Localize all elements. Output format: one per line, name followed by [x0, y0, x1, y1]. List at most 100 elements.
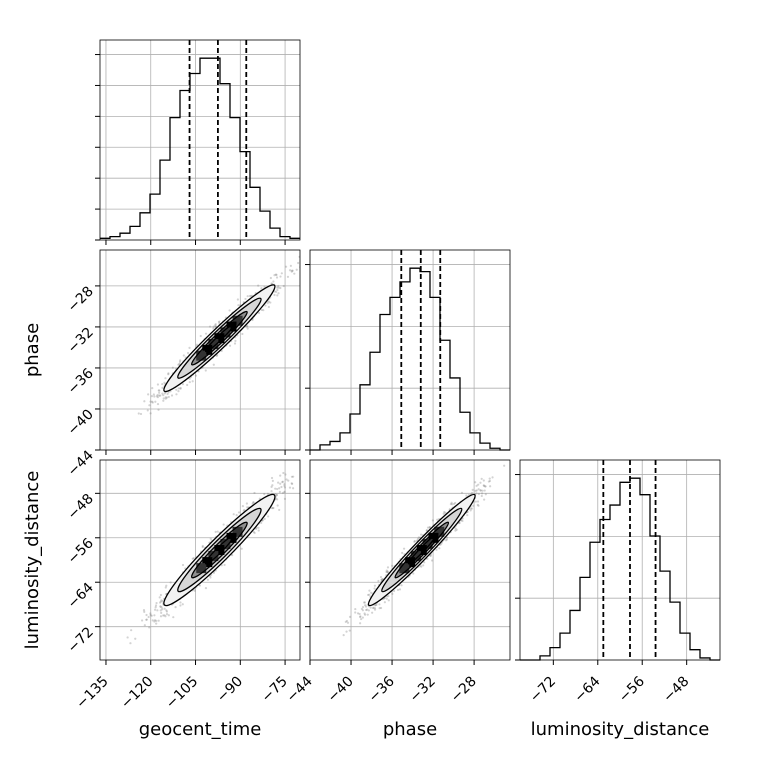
y-tick-label: −32 [65, 324, 97, 356]
scatter-point [143, 624, 146, 627]
scatter-point [402, 547, 406, 550]
scatter-point [476, 503, 479, 506]
scatter-point [151, 401, 154, 404]
density-core-cell [226, 532, 237, 543]
scatter-point [483, 498, 486, 501]
scatter-point [169, 581, 172, 584]
density-core-cell [196, 563, 207, 574]
scatter-point [423, 561, 426, 564]
scatter-point [267, 305, 270, 309]
scatter-point [278, 490, 281, 494]
scatter-point [260, 308, 263, 312]
scatter-point [273, 274, 276, 277]
scatter-point [354, 611, 357, 614]
scatter-point [365, 608, 368, 612]
scatter-point [199, 334, 202, 338]
contour-line [394, 521, 450, 579]
scatter-point [147, 393, 150, 396]
panel-frame [309, 249, 511, 451]
scatter-point [181, 603, 184, 606]
density-core-cell [208, 339, 219, 350]
scatter-point [191, 380, 194, 383]
scatter-point [425, 529, 428, 532]
scatter-point [479, 489, 482, 492]
scatter-point [272, 280, 275, 283]
scatter-point [391, 592, 394, 595]
scatter-point [360, 607, 363, 611]
scatter-point [458, 521, 461, 525]
scatter-point [244, 297, 247, 301]
scatter-point [277, 284, 280, 288]
scatter-point [482, 484, 485, 487]
scatter-point [260, 287, 263, 290]
scatter-point [292, 475, 295, 478]
scatter-point [267, 515, 270, 518]
scatter-point [484, 485, 487, 488]
scatter-point [208, 325, 212, 328]
density-core-cell [202, 557, 213, 568]
scatter-point [431, 519, 434, 522]
scatter-point [270, 489, 273, 493]
scatter-point [165, 609, 168, 612]
panel-frame [99, 249, 301, 451]
scatter-point [257, 526, 260, 529]
scatter-point [476, 500, 480, 503]
scatter-point [161, 600, 164, 603]
scatter-point [145, 618, 148, 621]
x-axis-label-phase: phase [383, 719, 437, 740]
scatter-point [233, 342, 237, 345]
y-tick-label: −36 [65, 365, 97, 397]
scatter-point [358, 612, 361, 616]
scatter-point [148, 626, 151, 629]
scatter-point [159, 615, 163, 618]
scatter-point [477, 492, 480, 496]
density-core-cell [399, 563, 410, 574]
scatter-point [290, 475, 294, 478]
scatter-point [303, 464, 305, 466]
scatter-point [145, 613, 148, 617]
density-core-cell [196, 350, 207, 361]
contour-line [367, 493, 476, 607]
scatter-point [284, 265, 288, 268]
scatter-point [150, 614, 153, 617]
scatter-point [277, 286, 280, 289]
panel-content [137, 255, 300, 416]
scatter-point [373, 604, 377, 607]
scatter-point [364, 604, 367, 607]
scatter-point [289, 264, 292, 267]
scatter-point [253, 491, 256, 495]
scatter-point [159, 600, 162, 603]
scatter-point [359, 622, 362, 625]
density-core-cell [232, 526, 243, 537]
scatter-point [266, 492, 269, 495]
scatter-point [159, 605, 162, 608]
scatter-point [281, 480, 284, 483]
scatter-point [344, 620, 347, 623]
scatter-point [257, 529, 260, 532]
scatter-point [149, 614, 152, 617]
scatter-point [373, 608, 377, 611]
scatter-point [276, 498, 279, 501]
x-tick-label: −72 [527, 674, 559, 706]
scatter-point [401, 551, 404, 554]
scatter-point [161, 382, 164, 386]
scatter-point [359, 615, 362, 619]
scatter-point [172, 616, 175, 619]
scatter-point [217, 321, 221, 324]
scatter-point [369, 606, 372, 609]
panel-frame [99, 39, 301, 241]
scatter-point [165, 584, 168, 587]
scatter-point [157, 619, 160, 622]
scatter-point [150, 400, 154, 403]
scatter-point [443, 510, 446, 514]
histogram-step-luminosity_distance [520, 477, 720, 661]
scatter-point [363, 601, 367, 604]
scatter-point [143, 400, 146, 403]
scatter-point [276, 294, 279, 297]
scatter-point [267, 300, 271, 303]
x-tick-label: −56 [616, 673, 648, 705]
scatter-point [373, 584, 377, 587]
scatter-point [216, 530, 219, 533]
scatter-point [154, 604, 158, 607]
